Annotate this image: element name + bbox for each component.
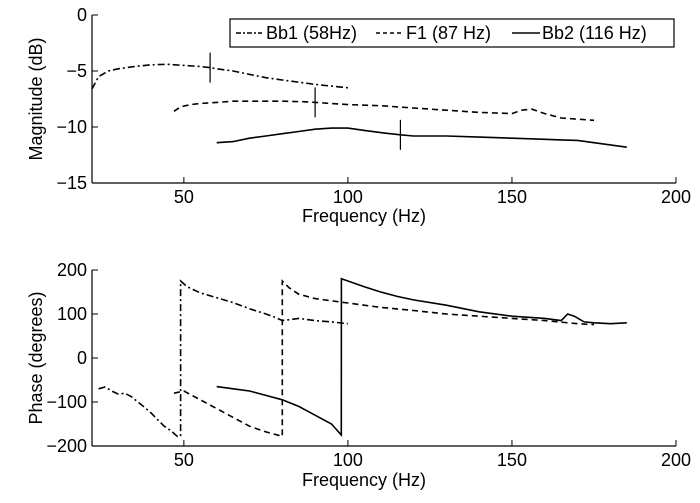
series-line (216, 127, 627, 148)
x-axis-label: Frequency (Hz) (302, 470, 426, 490)
series-line (173, 279, 595, 438)
x-tick-label: 150 (497, 450, 527, 470)
y-tick-label: 100 (57, 304, 87, 324)
y-tick-label: −200 (46, 436, 87, 456)
y-tick-label: −10 (56, 117, 87, 137)
x-tick-label: 100 (333, 450, 363, 470)
y-tick-label: 200 (57, 260, 87, 280)
y-axis-label: Phase (degrees) (26, 291, 46, 424)
y-axis-label: Magnitude (dB) (26, 37, 46, 160)
x-tick-label: 200 (661, 450, 691, 470)
magnitude-panel: 50 100 150 200 0 −5 −10 −15 Frequency (Hz) Magnit… (26, 5, 691, 226)
series-line (98, 279, 348, 438)
x-tick-label: 200 (661, 187, 691, 207)
legend-label: F1 (87 Hz) (406, 23, 491, 43)
y-tick-label: −15 (56, 173, 87, 193)
legend-box (229, 18, 675, 48)
series-line (91, 63, 348, 90)
legend-label: Bb2 (116 Hz) (542, 23, 647, 43)
x-axis-label: Frequency (Hz) (302, 206, 426, 226)
x-tick-label: 100 (333, 187, 363, 207)
y-tick-label: 0 (77, 5, 87, 25)
x-tick-label: 150 (497, 187, 527, 207)
x-tick-label: 50 (174, 187, 194, 207)
series-line (216, 277, 627, 438)
y-tick-label: −5 (66, 61, 87, 81)
y-tick-label: −100 (46, 392, 87, 412)
x-tick-label: 50 (174, 450, 194, 470)
legend-label: Bb1 (58Hz) (266, 23, 357, 43)
phase-panel: 50 100 150 200 200 100 0 −100 −200 Frequency (Hz)… (26, 260, 691, 490)
series-line (173, 100, 595, 122)
y-tick-label: 0 (77, 348, 87, 368)
